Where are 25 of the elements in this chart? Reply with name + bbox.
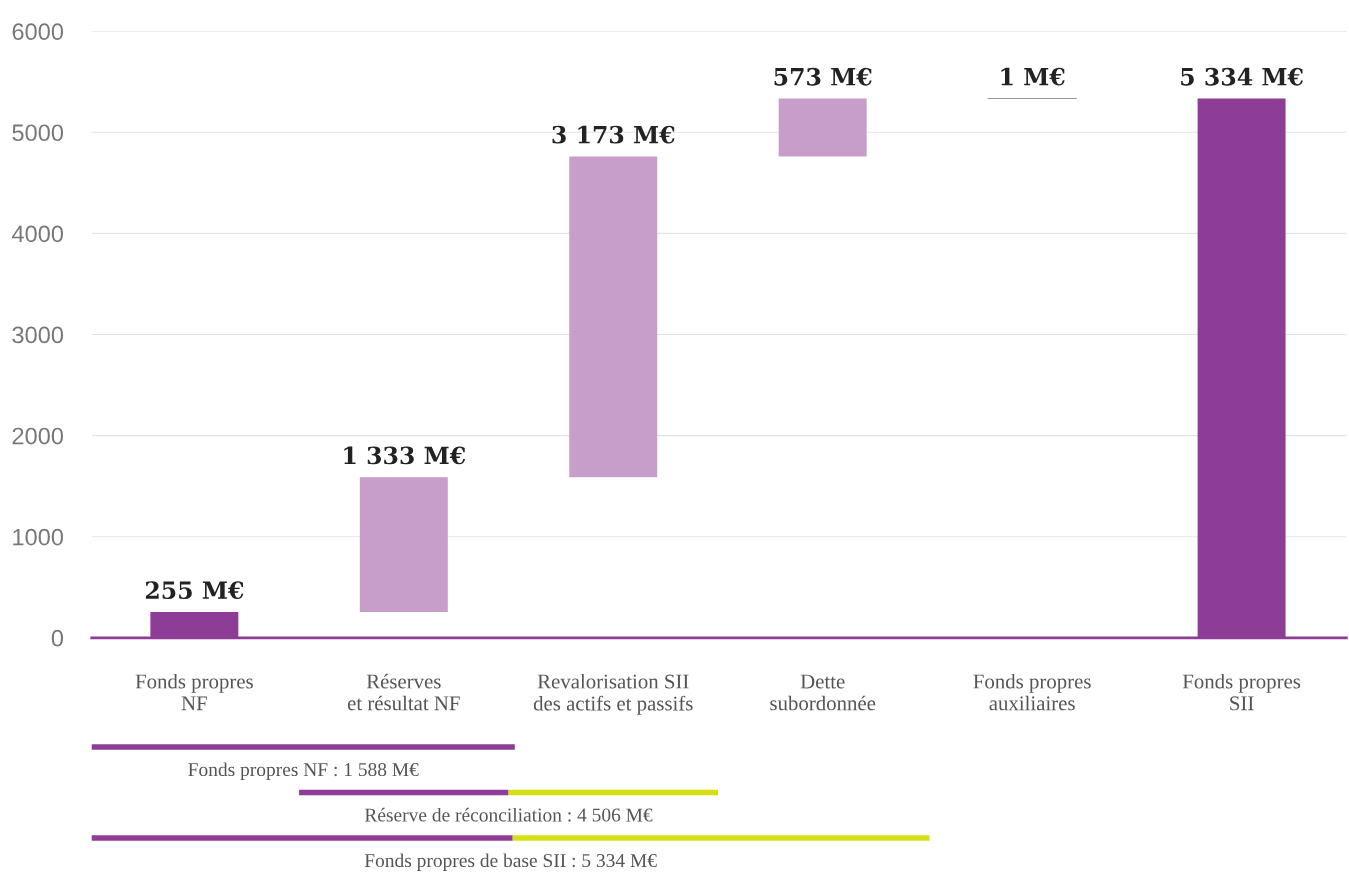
x-tick-label: Dette subordonnée [770,674,876,711]
data-label: 1 333 M€ [344,446,466,465]
data-label: 1 M€ [1001,67,1065,86]
data-label: 573 M€ [774,67,872,86]
bar [778,98,867,157]
x-tick-label: Fonds propres auxiliaires [973,673,1091,711]
data-label: 5 334 M€ [1181,67,1303,86]
y-tick-label: 4000 [11,225,64,243]
text: Réserve de réconciliation : 4 506 M€ [364,807,653,822]
text: Fonds propres NF : 1 588 M€ [188,762,419,781]
x-tick-label: Réserves et résultat NF [347,673,460,711]
text: Fonds propres de base SII : 5 334 M€ [364,853,657,872]
y-tick-label: 6000 [12,23,64,41]
y-tick-label: 2000 [12,427,64,445]
y-tick-label: 1000 [13,528,64,546]
data-label: 3 173 M€ [552,125,675,144]
y-tick-label: 5000 [12,124,64,142]
y-tick-label: 3000 [12,326,64,344]
y-tick-label: 0 [51,629,64,647]
data-label: 255 M€ [145,581,244,600]
bar [359,477,448,612]
bar [569,156,658,478]
x-tick-label: Fonds propres SII [1182,673,1301,711]
x-tick-label: Revalorisation SII des actifs et passifs [533,673,693,715]
x-tick-label: Fonds propres NF [135,673,253,711]
